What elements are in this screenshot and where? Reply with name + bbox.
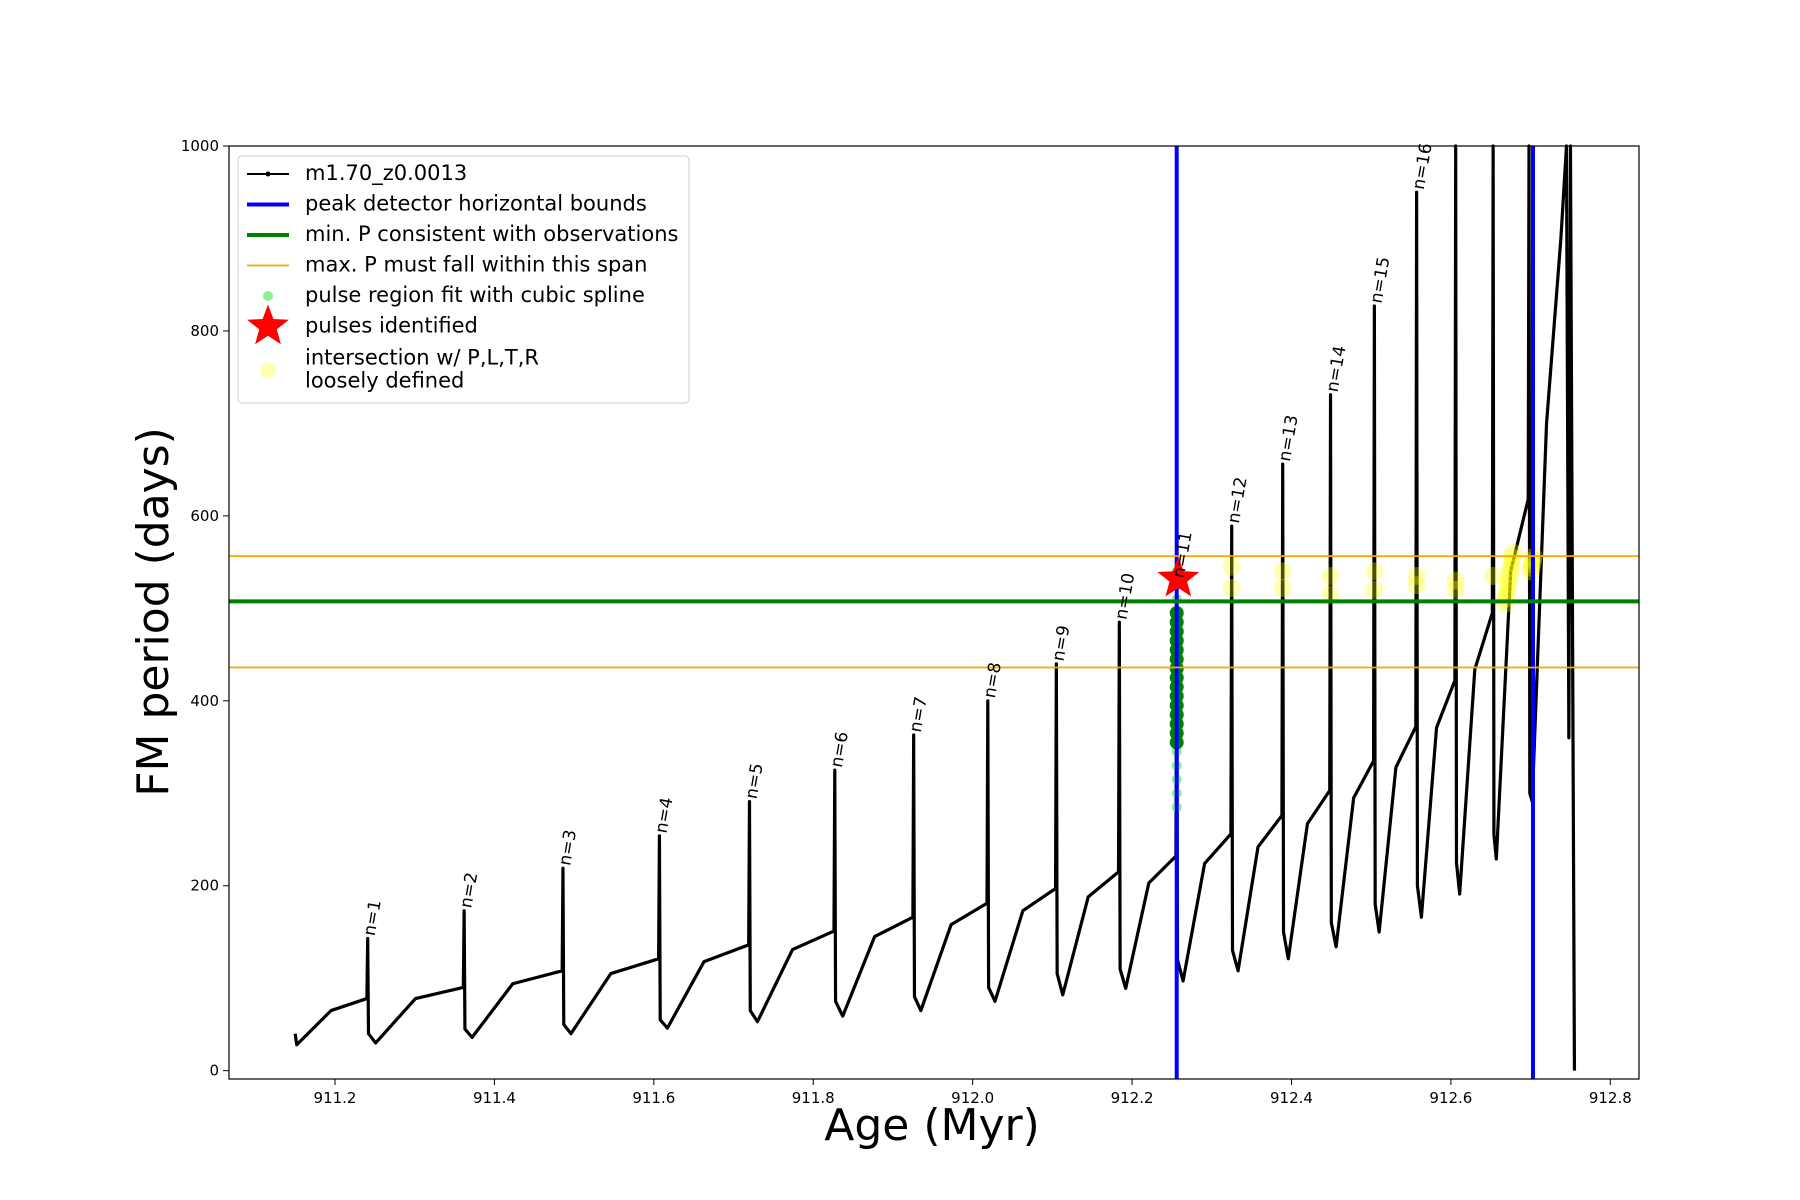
scatter-point bbox=[1222, 557, 1241, 576]
legend-label: min. P consistent with observations bbox=[305, 222, 678, 246]
scatter-point bbox=[1446, 571, 1465, 590]
scatter-point bbox=[1365, 580, 1384, 599]
x-axis-label: Age (Myr) bbox=[824, 1100, 1040, 1151]
scatter-point bbox=[1222, 578, 1241, 597]
scatter-point bbox=[1503, 548, 1522, 567]
x-tick-label: 911.4 bbox=[473, 1089, 516, 1107]
x-tick-label: 912.8 bbox=[1589, 1089, 1632, 1107]
legend-label: max. P must fall within this span bbox=[305, 253, 647, 277]
x-tick-label: 912.0 bbox=[951, 1089, 994, 1107]
legend-label: loosely defined bbox=[305, 369, 464, 393]
star-marker bbox=[1157, 556, 1200, 597]
legend-box bbox=[237, 155, 690, 404]
legend-label: pulses identified bbox=[305, 314, 478, 338]
x-tick-label: 912.4 bbox=[1270, 1089, 1313, 1107]
scatter-point bbox=[1273, 562, 1292, 581]
scatter-point bbox=[1500, 569, 1519, 588]
scatter-point bbox=[1321, 585, 1340, 604]
x-tick-label: 912.6 bbox=[1429, 1089, 1472, 1107]
legend-label: peak detector horizontal bounds bbox=[305, 192, 647, 216]
scatter-point bbox=[1273, 578, 1292, 597]
scatter-point bbox=[1484, 566, 1503, 585]
scatter-point bbox=[1496, 594, 1515, 613]
scatter-point bbox=[1499, 574, 1518, 593]
legend-label: m1.70_z0.0013 bbox=[305, 161, 467, 186]
y-tick-label: 600 bbox=[190, 507, 219, 525]
scatter-point bbox=[1365, 562, 1384, 581]
y-tick-label: 0 bbox=[209, 1062, 219, 1080]
x-tick-label: 911.2 bbox=[314, 1089, 357, 1107]
x-tick-label: 911.6 bbox=[632, 1089, 675, 1107]
data-line bbox=[293, 144, 1577, 1071]
x-tick-label: 911.8 bbox=[792, 1089, 835, 1107]
y-tick-label: 400 bbox=[190, 692, 219, 710]
axes-frame bbox=[228, 145, 1640, 1080]
y-tick-label: 800 bbox=[190, 322, 219, 340]
scatter-point bbox=[1407, 576, 1426, 595]
scatter-point bbox=[1502, 554, 1521, 573]
legend-label: intersection w/ P,L,T,R bbox=[305, 346, 539, 370]
y-tick-label: 200 bbox=[190, 877, 219, 895]
scatter-point bbox=[1321, 566, 1340, 585]
legend-handle bbox=[260, 362, 276, 379]
legend-label: pulse region fit with cubic spline bbox=[305, 283, 645, 307]
scatter-point bbox=[1407, 566, 1426, 585]
y-tick-label: 1000 bbox=[181, 137, 219, 155]
scatter-point bbox=[1498, 579, 1517, 598]
x-tick-label: 912.2 bbox=[1111, 1089, 1154, 1107]
scatter-point bbox=[1504, 543, 1523, 562]
scatter-point bbox=[1497, 584, 1516, 603]
scatter-point bbox=[1500, 564, 1519, 583]
y-axis-label: FM period (days) bbox=[128, 427, 179, 797]
scatter-point bbox=[1446, 580, 1465, 599]
scatter-point bbox=[1521, 562, 1540, 581]
scatter-point bbox=[1501, 559, 1520, 578]
legend-handle bbox=[247, 304, 289, 345]
legend-handle bbox=[265, 171, 271, 177]
legend-handle bbox=[263, 291, 273, 301]
